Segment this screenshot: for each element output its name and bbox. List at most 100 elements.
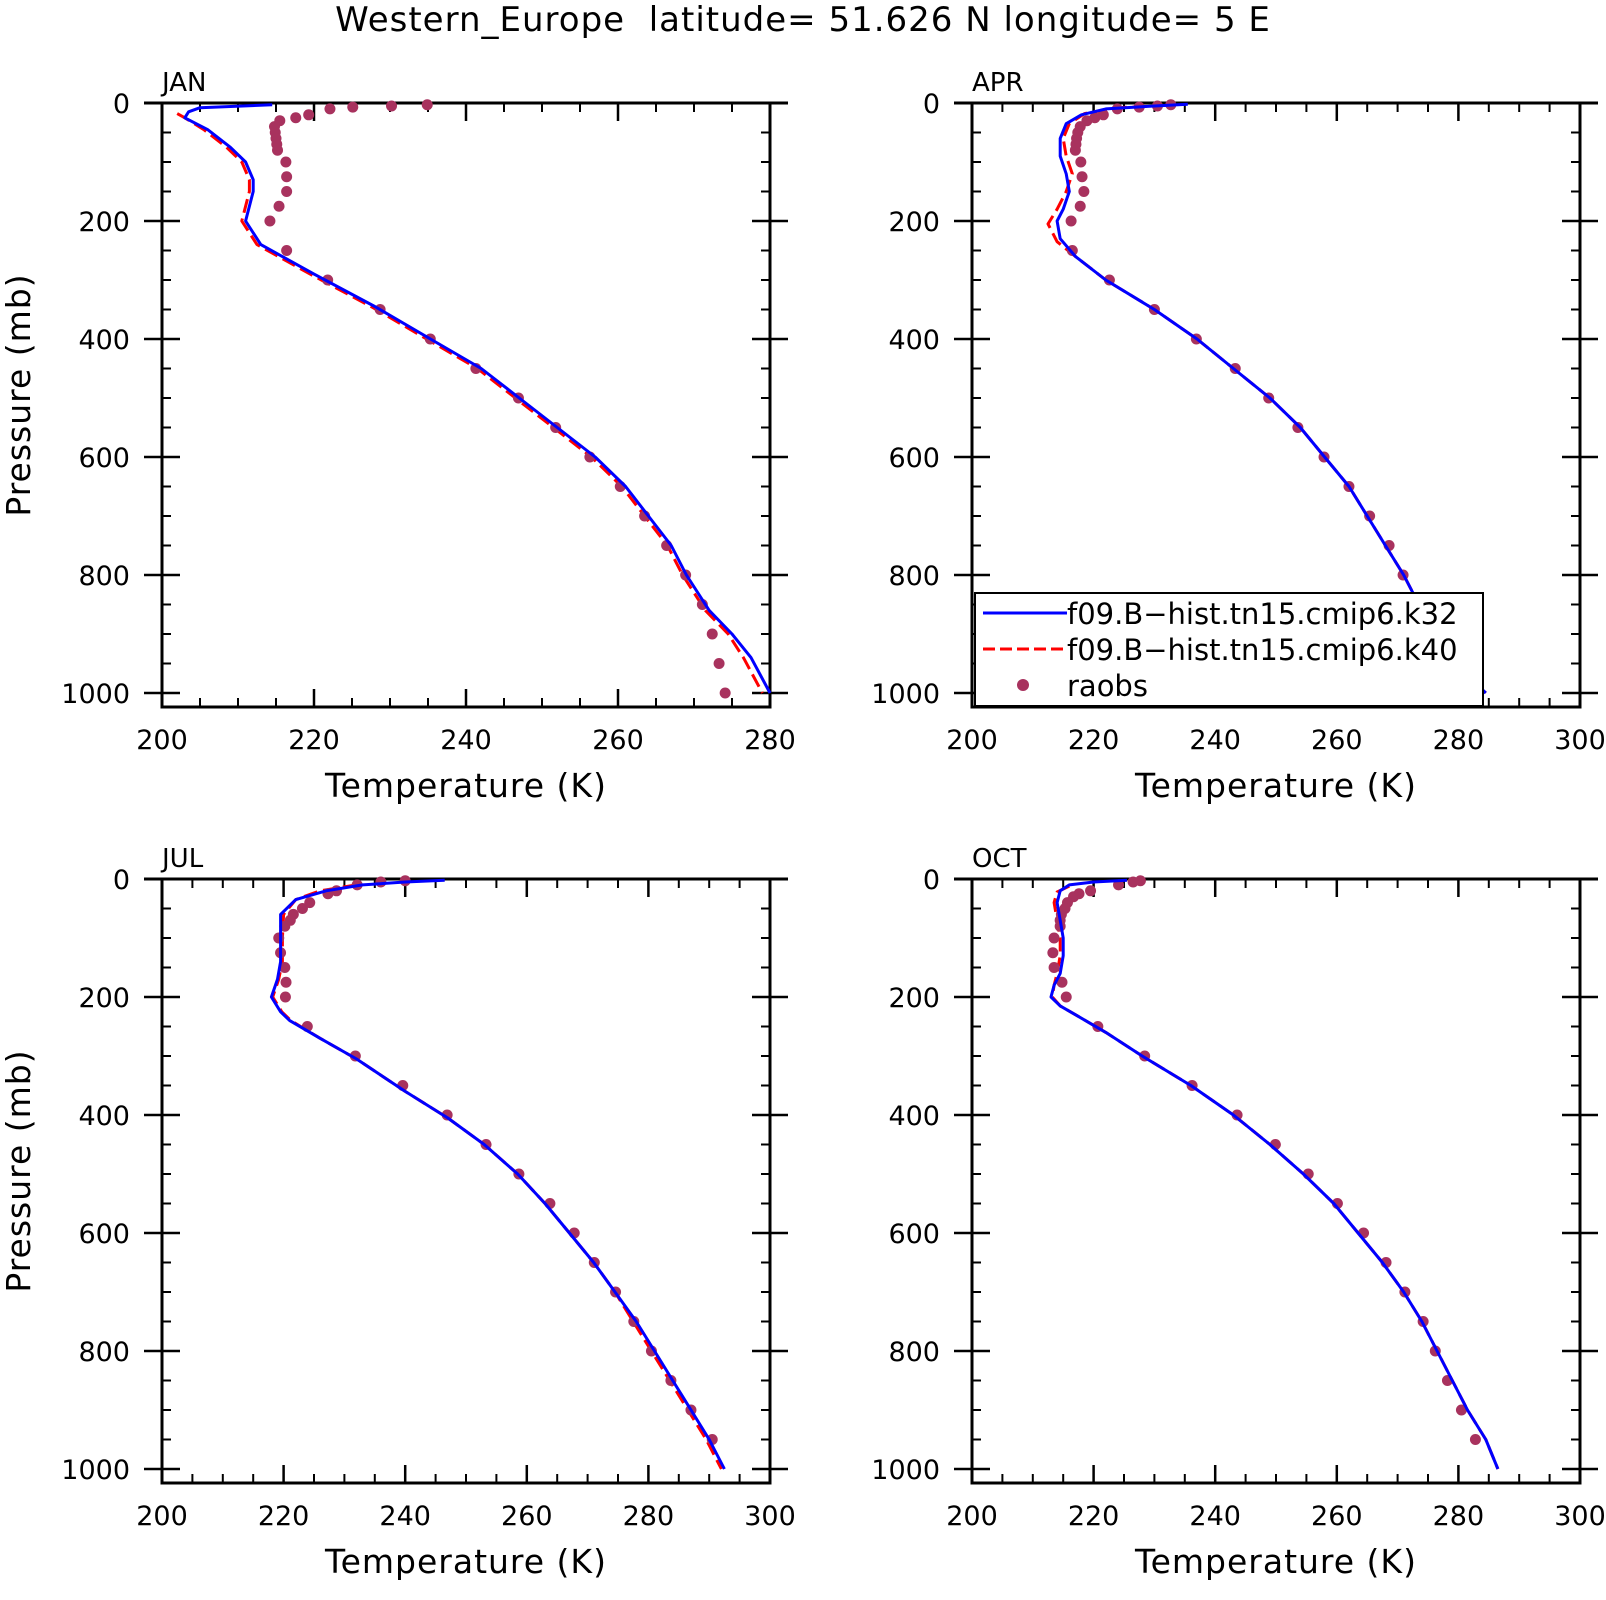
x-tick-label: 300 — [1554, 725, 1606, 756]
x-tick-label: 200 — [136, 725, 188, 756]
y-tick-label: 200 — [78, 207, 130, 238]
y-tick-label: 400 — [888, 325, 940, 356]
raobs-point — [304, 897, 316, 909]
y-tick-label: 200 — [78, 983, 130, 1014]
x-tick-label: 280 — [623, 1501, 675, 1532]
series-k40-line — [1050, 884, 1500, 1470]
x-tick-label: 220 — [258, 1501, 310, 1532]
y-tick-label: 400 — [78, 325, 130, 356]
raobs-point — [1085, 885, 1097, 897]
y-tick-label: 800 — [888, 561, 940, 592]
x-tick-label: 260 — [1311, 725, 1363, 756]
x-tick-label: 280 — [1433, 725, 1485, 756]
x-tick-label: 220 — [288, 725, 340, 756]
raobs-point — [1048, 962, 1060, 973]
series-raobs — [264, 99, 731, 699]
raobs-point — [1127, 876, 1139, 888]
raobs-point — [296, 903, 308, 914]
y-tick-label: 800 — [78, 1337, 130, 1368]
panel-label: JUL — [160, 844, 204, 874]
raobs-point — [706, 628, 718, 640]
raobs-point — [1048, 932, 1060, 944]
raobs-point — [1469, 1434, 1481, 1445]
figure-title: Western_Europe latitude= 51.626 N longit… — [335, 0, 1271, 40]
y-tick-label: 800 — [78, 561, 130, 592]
raobs-point — [273, 200, 285, 212]
legend-marker-raobs — [1017, 679, 1029, 691]
series-k40-line — [176, 112, 764, 694]
x-tick-label: 200 — [136, 1501, 188, 1532]
x-tick-label: 280 — [744, 725, 796, 756]
y-tick-label: 0 — [113, 865, 130, 896]
series-raobs — [273, 875, 718, 1445]
series-k32-line — [269, 878, 726, 1470]
raobs-point — [280, 976, 292, 988]
raobs-point — [264, 215, 276, 227]
y-tick-label: 600 — [888, 1219, 940, 1250]
raobs-point — [281, 171, 293, 183]
y-axis-title: Pressure (mb) — [0, 1049, 38, 1292]
panel-oct: OCT 200 220 240 260 280 300 0 200 400 600 800 1000 Te… — [871, 844, 1605, 1581]
panels: JAN 200 220 240 260 280 0 200 400 600 800 1000 Tempe… — [0, 68, 1606, 1581]
y-tick-label: 600 — [78, 443, 130, 474]
raobs-point — [303, 109, 315, 121]
x-tick-label: 240 — [1189, 725, 1241, 756]
x-axis-title: Temperature (K) — [1134, 1542, 1417, 1581]
y-tick-label: 800 — [888, 1337, 940, 1368]
x-tick-label: 300 — [744, 1501, 796, 1532]
y-tick-label: 400 — [888, 1101, 940, 1132]
panel-jan: JAN 200 220 240 260 280 0 200 400 600 800 1000 Tempe… — [0, 68, 796, 805]
raobs-point — [1074, 200, 1086, 212]
y-tick-label: 1000 — [61, 1455, 130, 1486]
plot-frame — [970, 877, 1582, 1485]
y-tick-label: 200 — [888, 207, 940, 238]
x-tick-label: 260 — [501, 1501, 553, 1532]
y-tick-label: 1000 — [871, 1455, 940, 1486]
legend-label: f09.B−hist.tn15.cmip6.k40 — [1067, 633, 1458, 667]
raobs-point — [324, 103, 336, 115]
raobs-point — [386, 100, 398, 112]
y-tick-label: 1000 — [871, 679, 940, 710]
x-tick-label: 260 — [1311, 1501, 1363, 1532]
raobs-point — [279, 991, 291, 1003]
raobs-point — [347, 101, 359, 113]
y-tick-label: 400 — [78, 1101, 130, 1132]
raobs-point — [281, 186, 293, 197]
x-tick-label: 220 — [1068, 725, 1120, 756]
x-axis-title: Temperature (K) — [324, 1542, 607, 1581]
legend-label: f09.B−hist.tn15.cmip6.k32 — [1067, 597, 1458, 631]
x-tick-label: 240 — [440, 725, 492, 756]
raobs-point — [1076, 171, 1088, 183]
panel-label: APR — [972, 68, 1024, 98]
x-tick-label: 220 — [1068, 1501, 1120, 1532]
raobs-point — [1069, 144, 1081, 156]
raobs-point — [1097, 109, 1109, 121]
raobs-point — [1075, 156, 1087, 168]
raobs-point — [279, 962, 291, 973]
raobs-point — [1231, 1109, 1243, 1121]
x-tick-label: 280 — [1433, 1501, 1485, 1532]
y-axis-title: Pressure (mb) — [0, 273, 38, 516]
x-tick-label: 260 — [592, 725, 644, 756]
raobs-point — [1056, 976, 1068, 988]
raobs-point — [421, 99, 433, 111]
raobs-point — [290, 112, 302, 124]
panel-apr: APR 200 220 240 260 280 300 0 200 400 600 800 1000 Te… — [871, 68, 1605, 805]
raobs-point — [713, 658, 725, 669]
raobs-point — [273, 932, 285, 944]
y-tick-label: 1000 — [61, 679, 130, 710]
y-tick-label: 0 — [113, 89, 130, 120]
x-axis-title: Temperature (K) — [324, 766, 607, 805]
x-tick-label: 300 — [1554, 1501, 1606, 1532]
raobs-point — [1065, 215, 1077, 227]
series-raobs — [1047, 875, 1481, 1445]
raobs-point — [281, 245, 293, 256]
x-tick-label: 240 — [1189, 1501, 1241, 1532]
legend-label: raobs — [1067, 669, 1148, 703]
raobs-point — [280, 156, 292, 168]
raobs-point — [1060, 991, 1072, 1003]
series-k32-line — [183, 103, 772, 694]
raobs-point — [1455, 1404, 1467, 1416]
x-axis-title: Temperature (K) — [1134, 766, 1417, 805]
